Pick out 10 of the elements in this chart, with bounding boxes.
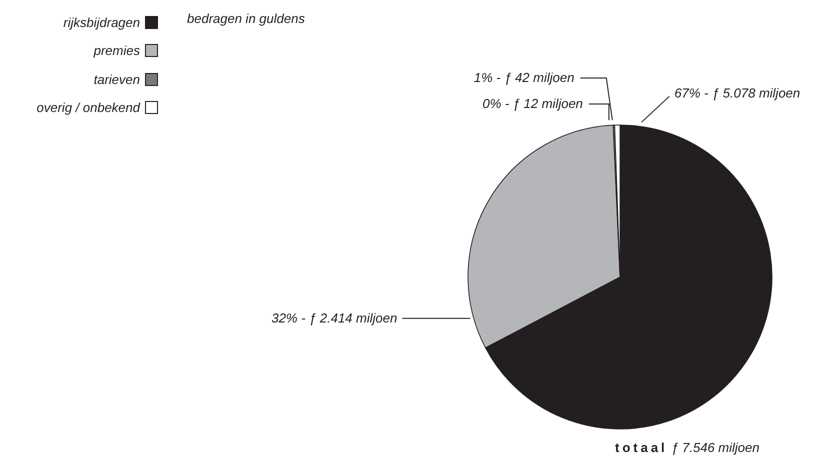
data-label: 1% - ƒ 42 miljoen [474,70,574,85]
data-label: 67% - ƒ 5.078 miljoen [674,85,800,100]
text: bedragen in guldens [187,11,305,26]
legend-label: premies [94,43,140,58]
text: totaal ƒ 7.546 miljoen [615,440,760,455]
legend-label: overig / onbekend [36,100,140,116]
data-label: 0% - ƒ 12 miljoen [482,96,583,111]
legend-label: rijksbijdragen [63,14,140,30]
legend-label: tarieven [94,72,140,87]
data-label: 32% - ƒ 2.414 miljoen [271,310,398,326]
